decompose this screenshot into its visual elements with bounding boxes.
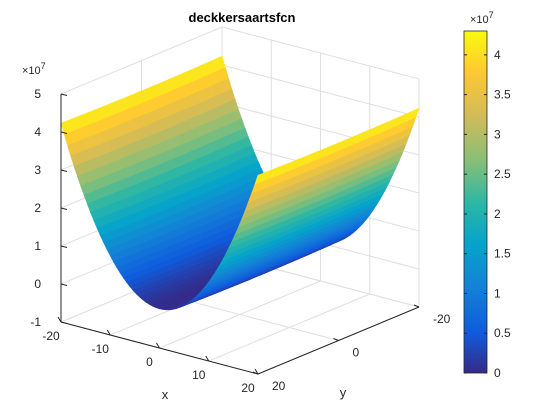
x-tick-label: 10 bbox=[192, 368, 206, 382]
x-tick-mark bbox=[106, 329, 111, 336]
z-exponent: ×107 bbox=[22, 61, 46, 77]
colorbar-exponent: ×107 bbox=[470, 10, 494, 26]
z-tick-mark bbox=[60, 245, 68, 248]
colorbar-ticks: 0 0.5 1 1.5 2 2.5 3 3.5 4 bbox=[464, 48, 511, 380]
colorbar-tick-label: 0.5 bbox=[494, 326, 511, 340]
x-tick-label: -20 bbox=[42, 329, 60, 343]
z-tick-mark bbox=[60, 321, 68, 324]
z-tick-label: 5 bbox=[34, 87, 41, 101]
z-tick-label: 2 bbox=[34, 201, 41, 215]
x-axis-label: x bbox=[162, 387, 169, 402]
x-tick-mark bbox=[57, 316, 62, 323]
colorbar bbox=[463, 30, 488, 374]
y-tick-mark bbox=[252, 371, 259, 375]
y-axis-ticks: 20 0 -20 bbox=[252, 304, 451, 393]
colorbar-tick-label: 3.5 bbox=[494, 88, 511, 102]
z-tick-mark bbox=[60, 283, 68, 286]
x-axis-ticks: -20 -10 0 10 20 bbox=[42, 316, 259, 395]
z-tick-mark bbox=[60, 93, 68, 96]
colorbar-tick-label: 1.5 bbox=[494, 247, 511, 261]
z-tick-mark bbox=[60, 169, 68, 172]
z-tick-mark bbox=[60, 131, 68, 134]
z-axis-ticks: -1 0 1 2 3 4 5 bbox=[30, 87, 68, 329]
x-tick-mark bbox=[205, 355, 210, 362]
z-tick-mark bbox=[60, 207, 68, 210]
colorbar-tick-label: 2.5 bbox=[494, 167, 511, 181]
chart-title: deckkersaartsfcn bbox=[189, 10, 296, 25]
y-tick-label: 20 bbox=[272, 379, 286, 393]
colorbar-tick-label: 2 bbox=[494, 207, 501, 221]
z-tick-label: -1 bbox=[30, 315, 41, 329]
y-tick-mark bbox=[413, 304, 420, 308]
colorbar-tick-label: 4 bbox=[494, 48, 501, 62]
colorbar-tick-label: 1 bbox=[494, 286, 501, 300]
colorbar-tick-label: 3 bbox=[494, 127, 501, 141]
surface-plot bbox=[60, 55, 420, 311]
z-tick-label: 0 bbox=[34, 277, 41, 291]
y-tick-label: -20 bbox=[433, 312, 451, 326]
z-tick-label: 4 bbox=[34, 125, 41, 139]
x-tick-mark bbox=[254, 368, 259, 375]
z-tick-label: 1 bbox=[34, 239, 41, 253]
z-tick-label: 3 bbox=[34, 163, 41, 177]
x-tick-label: 20 bbox=[241, 381, 255, 395]
x-tick-mark bbox=[156, 342, 160, 349]
y-tick-mark bbox=[333, 338, 339, 341]
grid-line bbox=[60, 26, 420, 95]
colorbar-tick-label: 0 bbox=[494, 366, 501, 380]
y-tick-label: 0 bbox=[353, 346, 360, 360]
surface-patch bbox=[158, 306, 170, 310]
x-tick-label: 0 bbox=[146, 355, 153, 369]
y-axis-label: y bbox=[340, 385, 347, 400]
x-tick-label: -10 bbox=[92, 342, 110, 356]
